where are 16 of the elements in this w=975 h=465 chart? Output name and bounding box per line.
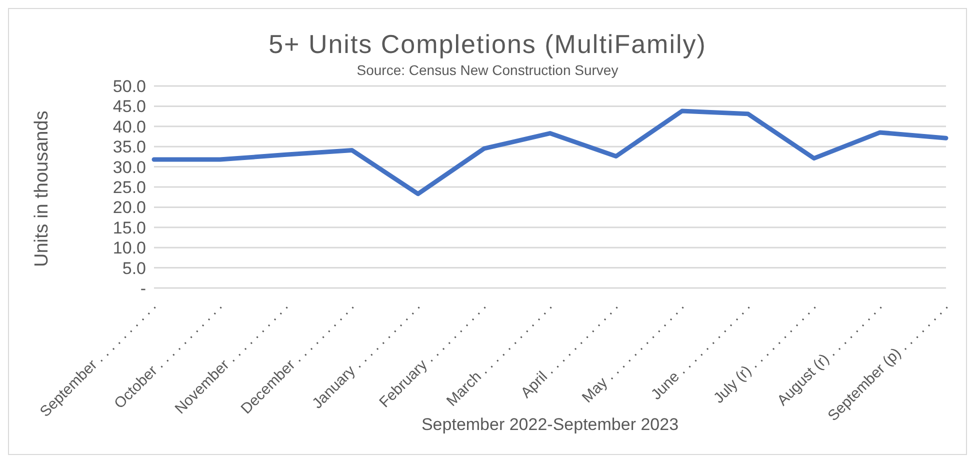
y-tick-label: 30.0 [112,158,146,177]
line-series [152,108,948,196]
y-tick-label: 10.0 [112,238,146,258]
x-axis-title: September 2022-September 2023 [421,415,679,434]
chart-subtitle: Source: Census New Construction Survey [356,62,620,78]
y-tick-label: 35.0 [112,138,146,157]
y-tick-label: 20.0 [112,198,146,218]
chart-title: 5+ Units Completions (MultiFamily) [268,29,708,60]
y-tick-label: 25.0 [112,178,146,198]
y-axis-title: Units in thousands [32,110,53,267]
y-tick-label: 40.0 [112,117,146,136]
y-tick-label: - [140,279,146,298]
y-tick-label: 15.0 [112,218,146,238]
y-tick-label: 5.0 [122,258,146,278]
y-tick-label: 50.0 [112,77,146,96]
y-tick-label: 45.0 [112,97,146,116]
